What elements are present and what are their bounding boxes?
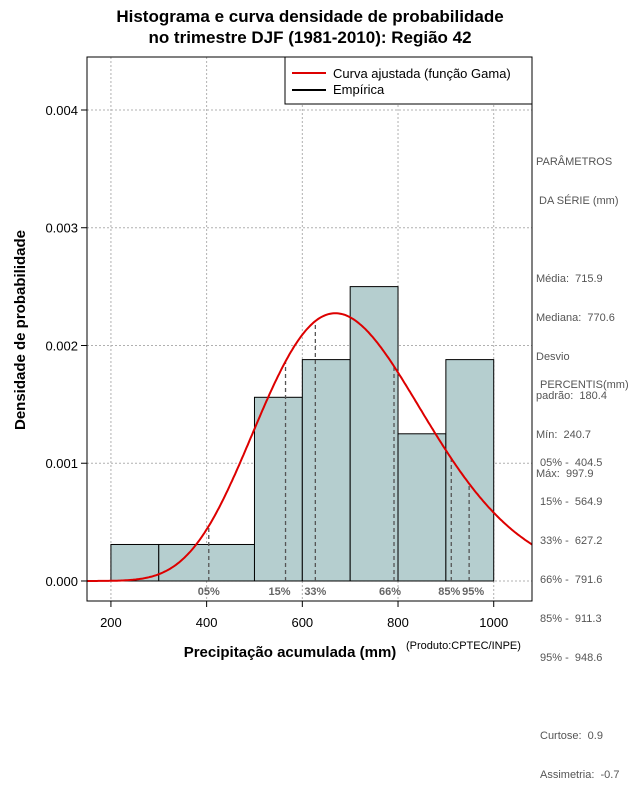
parameters-title-2: DA SÉRIE (mm)	[536, 195, 619, 207]
fitted-curve	[87, 312, 533, 582]
fitted-curve-layer	[87, 312, 533, 582]
percentil-row: 33% - 627.2	[540, 535, 603, 547]
y-axis-label: Densidade de probabilidade	[12, 230, 29, 430]
legend-empirical-label: Empírica	[333, 82, 385, 97]
parameters-panel: PARÂMETROS DA SÉRIE (mm) ​ Média: 715.9 …	[536, 130, 619, 494]
legend-box	[284, 56, 533, 105]
histogram-bar	[158, 543, 255, 582]
percentil-row: 95% - 948.6	[540, 652, 603, 664]
legend: Curva ajustada (função Gama) Empírica	[284, 56, 533, 105]
histogram-bar	[349, 286, 399, 582]
histogram-bar	[301, 359, 351, 582]
histogram-bar	[253, 396, 303, 582]
percentis-panel: PERCENTIS(mm) ​ 05% - 404.5 15% - 564.9 …	[540, 353, 629, 795]
param-row: padrão: 180.4	[536, 390, 607, 402]
param-row: Mín: 240.7	[536, 429, 592, 441]
y-tick-label: 0.003	[45, 221, 78, 236]
y-tick-label: 0.001	[45, 456, 78, 471]
param-row: Mediana: 770.6	[536, 312, 615, 324]
histogram-bars	[110, 286, 495, 582]
parameters-title-1: PARÂMETROS	[536, 156, 613, 168]
y-tick-label: 0.000	[45, 574, 78, 589]
percentil-row: 85% - 911.3	[540, 613, 602, 625]
assimetria-row: Assimetria: -0.7	[540, 769, 620, 781]
percentile-label: 95%	[462, 586, 484, 598]
x-tick-label: 800	[387, 615, 409, 630]
percentile-label: 66%	[379, 586, 401, 598]
histogram-bar	[445, 359, 495, 582]
curtose-row: Curtose: 0.9	[540, 730, 603, 742]
x-tick-label: 600	[291, 615, 313, 630]
chart-title-line1: Histograma e curva densidade de probabil…	[116, 7, 504, 26]
legend-fitted-label: Curva ajustada (função Gama)	[333, 66, 511, 81]
produto-credit: (Produto:CPTEC/INPE)	[406, 640, 521, 652]
percentile-label: 85%	[438, 586, 460, 598]
chart-title-line2: no trimestre DJF (1981-2010): Região 42	[148, 28, 472, 47]
percentil-row: 15% - 564.9	[540, 496, 603, 508]
param-row: Máx: 997.9	[536, 468, 594, 480]
y-tick-label: 0.002	[45, 338, 78, 353]
percentil-row: 05% - 404.5	[540, 457, 603, 469]
x-tick-label: 1000	[479, 615, 508, 630]
percentis-title: PERCENTIS(mm)	[540, 379, 629, 391]
x-tick-label: 400	[196, 615, 218, 630]
histogram-chart: 05% 15% 33% 66% 85% 95% 200 400 600 800 1000 0.000…	[12, 56, 533, 660]
x-tick-label: 200	[100, 615, 122, 630]
x-axis-label: Precipitação acumulada (mm)	[184, 644, 397, 660]
percentile-label: 15%	[269, 586, 291, 598]
param-row: Média: 715.9	[536, 273, 603, 285]
param-row: Desvio	[536, 351, 570, 363]
percentil-row: 66% - 791.6	[540, 574, 603, 586]
percentile-label: 05%	[198, 586, 220, 598]
percentile-lines: 05% 15% 33% 66% 85% 95%	[198, 321, 484, 598]
percentile-label: 33%	[304, 586, 326, 598]
histogram-bar	[110, 543, 160, 582]
y-tick-label: 0.004	[45, 103, 78, 118]
chart-title: Histograma e curva densidade de probabil…	[0, 6, 620, 48]
histogram-bar	[397, 433, 447, 582]
